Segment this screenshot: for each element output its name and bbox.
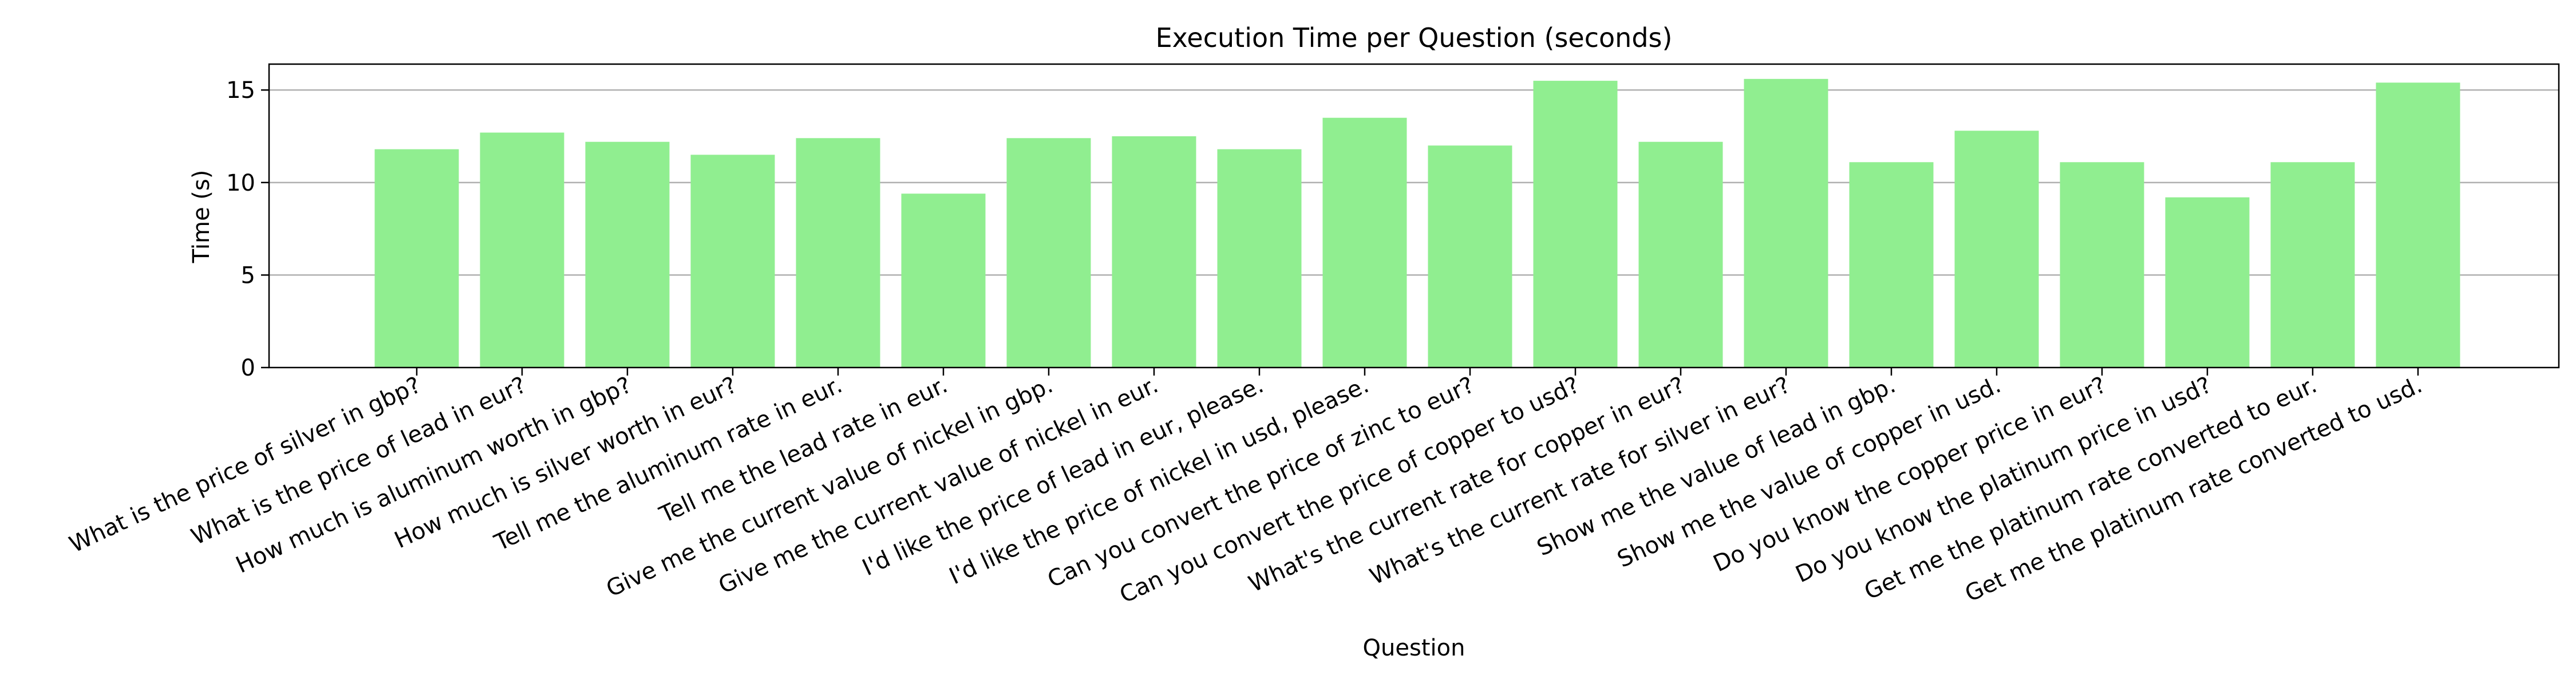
y-ticks: 0 5 10 15 [226,77,269,381]
y-axis-label: Time (s) [188,170,215,264]
chart-title: Execution Time per Question (seconds) [1156,22,1673,53]
bar-15 [1954,131,2039,368]
bar-19 [2376,82,2460,368]
bar-17 [2165,197,2250,368]
bar-12 [1638,141,1723,368]
y-tick-label-0: 0 [241,355,255,381]
bar-6 [1006,138,1091,368]
x-axis-label: Question [1363,635,1465,661]
bar-18 [2270,162,2355,368]
bar-14 [1849,162,1934,368]
bar-9 [1322,117,1407,368]
bar-8 [1217,149,1302,368]
y-tick-label-2: 10 [226,170,255,196]
axes [268,63,2560,369]
bar-7 [1112,136,1196,368]
plot-frame [268,63,2560,369]
bar-1 [480,132,564,368]
x-ticks: What is the price of silver in gbp?What … [65,368,2426,609]
bars [374,78,2460,368]
bar-16 [2060,162,2144,368]
bar-13 [1744,78,1828,368]
bar-2 [585,141,670,368]
bar-0 [374,149,459,368]
x-tick-label-2: How much is aluminum worth in gbp? [232,372,635,578]
y-tick-label-1: 5 [241,262,255,289]
bar-3 [690,155,775,368]
bar-11 [1533,81,1618,368]
bar-4 [796,138,880,368]
bar-10 [1428,145,1512,368]
bar-5 [901,194,986,368]
y-tick-label-3: 15 [226,77,255,104]
